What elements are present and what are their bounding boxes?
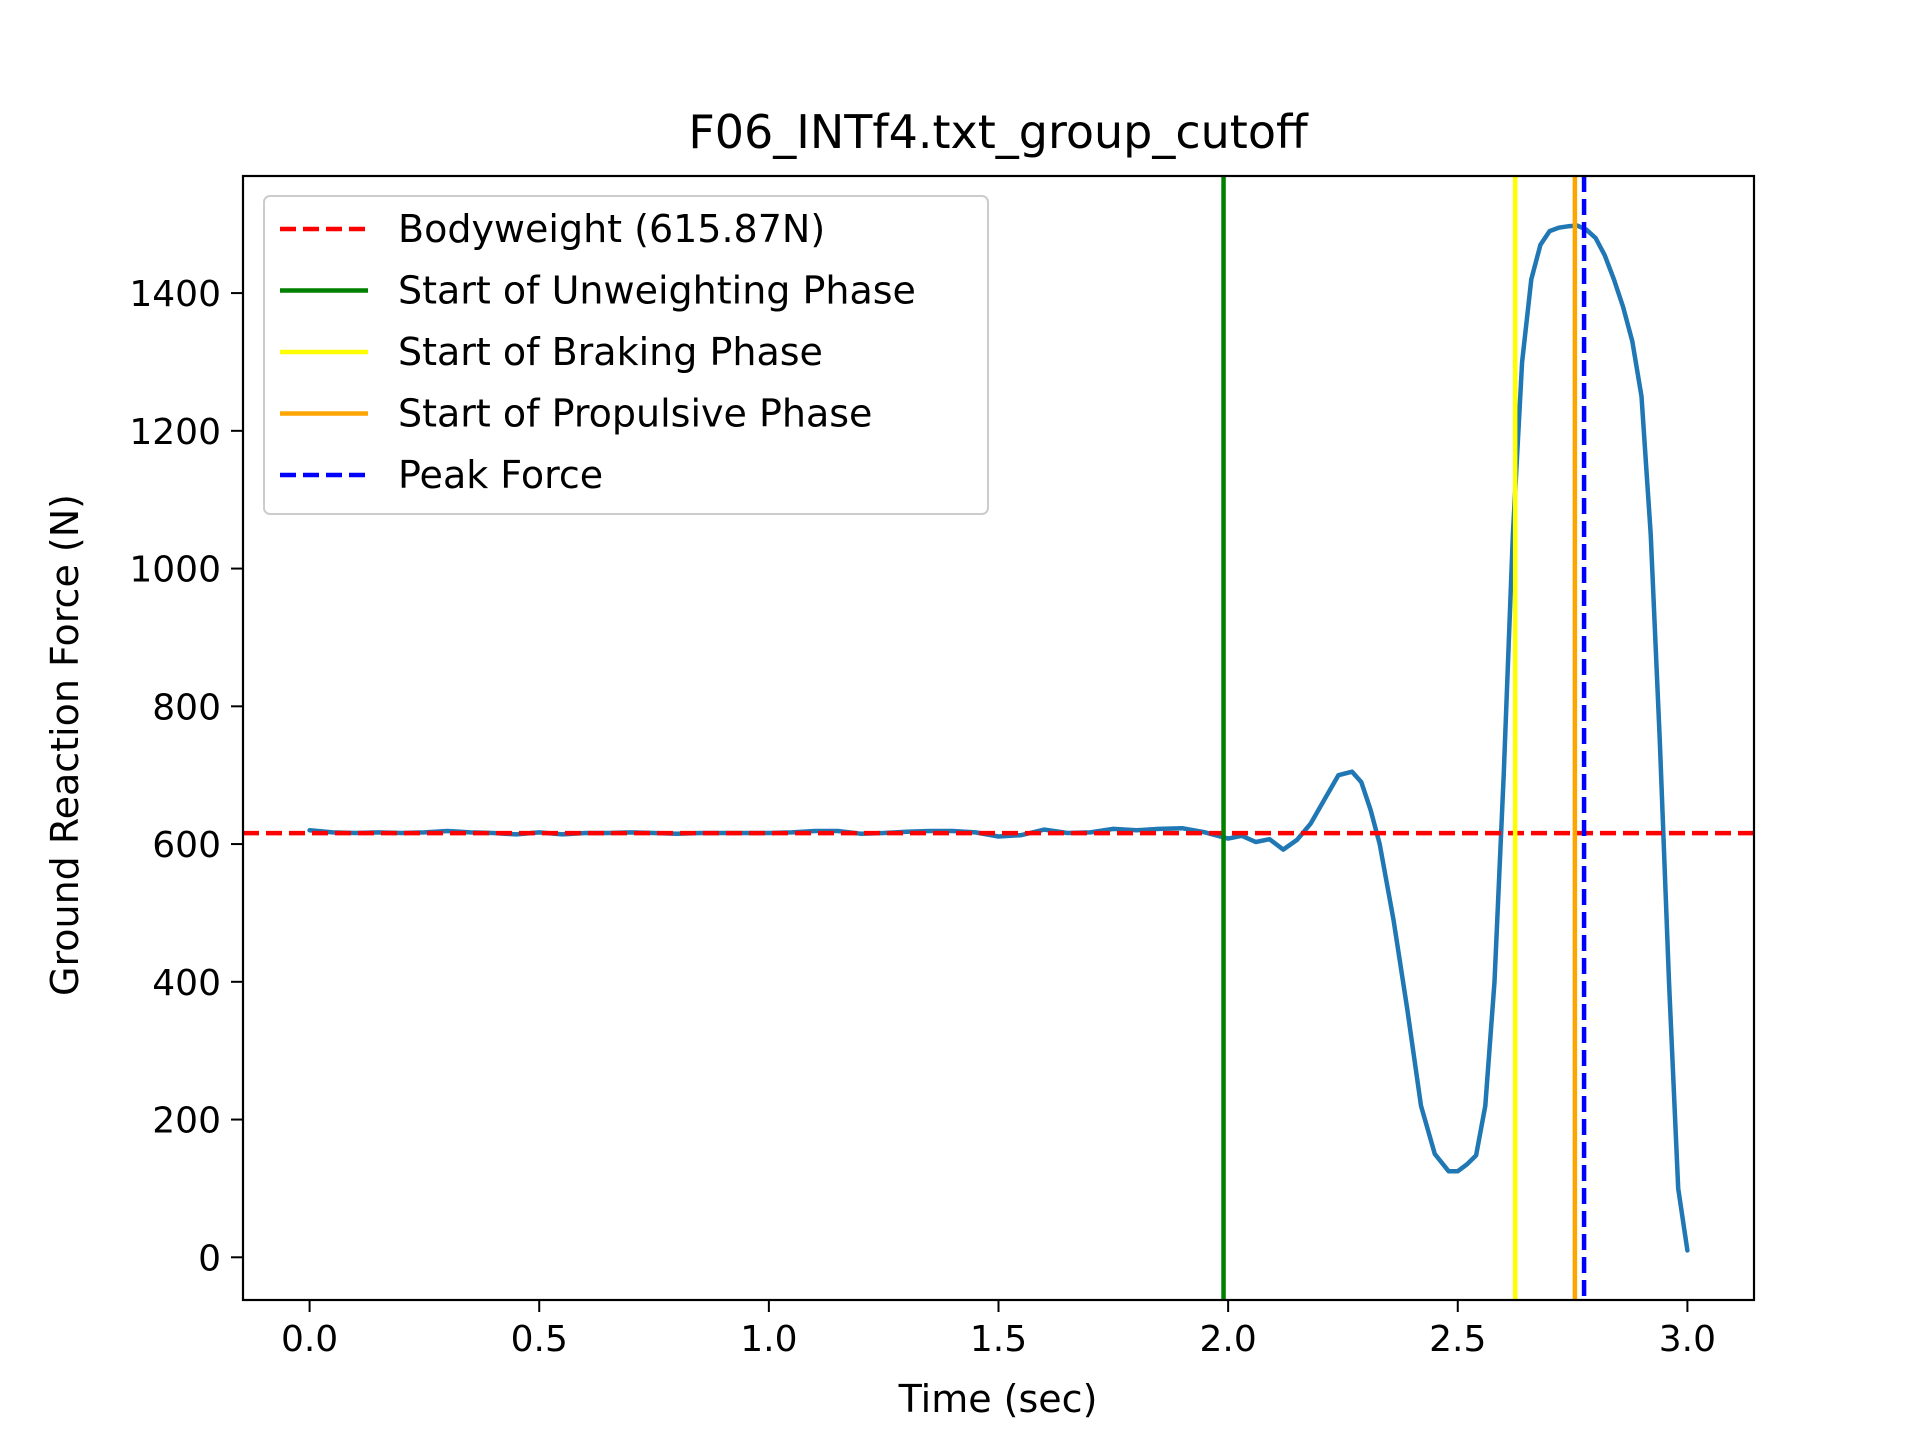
x-axis-label: Time (sec) (898, 1377, 1098, 1421)
y-tick-label: 800 (152, 687, 221, 728)
chart-title: F06_INTf4.txt_group_cutoff (688, 105, 1309, 159)
legend-box (263, 195, 989, 515)
x-tick-label: 2.5 (1429, 1319, 1486, 1360)
axis-ticks: 0.0 0.5 1.0 1.5 2.0 2.5 3.0 0 200 400 600 800 1000 12… (129, 274, 1716, 1360)
y-tick-label: 200 (152, 1101, 221, 1142)
y-tick-label: 1400 (129, 274, 221, 315)
y-tick-label: 0 (198, 1238, 221, 1279)
plot-contents (243, 176, 1754, 1300)
series-line-0 (307, 223, 1690, 1253)
x-tick-label: 1.0 (740, 1319, 797, 1360)
legend: Bodyweight (615.87N) Start of Unweighting… (263, 195, 989, 515)
legend-label: Start of Unweighting Phase (398, 269, 916, 313)
y-tick-label: 1000 (129, 550, 221, 591)
x-tick-label: 2.0 (1200, 1319, 1257, 1360)
x-tick-label: 0.0 (281, 1319, 338, 1360)
x-tick-label: 1.5 (970, 1319, 1027, 1360)
x-tick-label: 3.0 (1659, 1319, 1716, 1360)
legend-label: Start of Propulsive Phase (398, 392, 872, 436)
legend-label: Start of Braking Phase (398, 330, 823, 374)
y-axis-label: Ground Reaction Force (N) (43, 494, 87, 996)
y-tick-label: 400 (152, 963, 221, 1004)
y-tick-label: 1200 (129, 412, 221, 453)
x-tick-label: 0.5 (511, 1319, 568, 1360)
y-tick-label: 600 (152, 825, 221, 866)
legend-label: Bodyweight (615.87N) (398, 207, 825, 251)
legend-label: Peak Force (398, 453, 603, 497)
